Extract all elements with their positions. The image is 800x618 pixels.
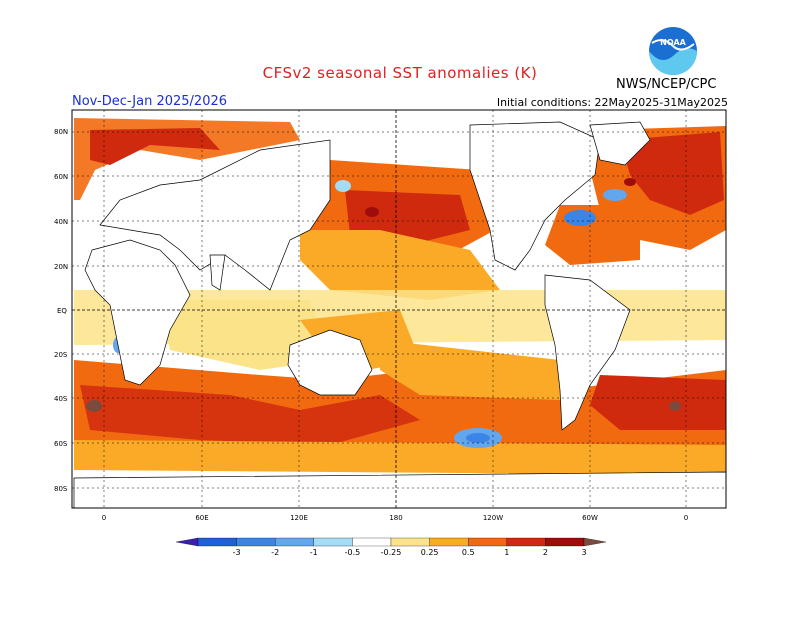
agency-label: NWS/NCEP/CPC (616, 77, 717, 92)
lat-labels: 80N 60N 40N 20N EQ 20S 40S 60S 80S (54, 128, 68, 493)
map-frame (71, 109, 727, 509)
colorbar-label: -2 (271, 548, 279, 557)
colorbar-label: -1 (310, 548, 318, 557)
colorbar-label: -3 (233, 548, 241, 557)
colorbar-label: 0.25 (421, 548, 439, 557)
lat-label: 60S (54, 440, 68, 448)
colorbar-max-arrow (583, 537, 607, 547)
lon-label: 180 (389, 514, 402, 522)
graticule (72, 110, 726, 508)
colorbar-label: 2 (543, 548, 548, 557)
lat-label: 80S (54, 485, 68, 493)
colorbar-swatch (506, 537, 546, 547)
anomaly-field (72, 110, 726, 508)
chart-title: CFSv2 seasonal SST anomalies (K) (262, 64, 538, 82)
lat-label: 40S (54, 395, 68, 403)
colorbar-swatch (275, 537, 314, 547)
colorbar-swatch (236, 537, 276, 547)
colorbar-min-arrow (175, 537, 199, 547)
lat-label: 20S (54, 351, 68, 359)
logo-text: NOAA (660, 38, 686, 47)
lat-label: 20N (54, 263, 68, 271)
colorbar-label: 3 (581, 548, 586, 557)
noaa-logo-icon: NOAA (649, 27, 697, 75)
season-label: Nov-Dec-Jan 2025/2026 (72, 94, 228, 109)
lon-label: 0 (684, 514, 688, 522)
lat-label: EQ (57, 307, 67, 315)
colorbar-label: 1 (504, 548, 509, 557)
colorbar-label: -0.25 (381, 548, 402, 557)
colorbar-swatch (429, 537, 469, 547)
colorbar-label: 0.5 (462, 548, 475, 557)
lat-label: 60N (54, 173, 68, 181)
lat-label: 40N (54, 218, 68, 226)
colorbar-swatch (390, 537, 430, 547)
lon-label: 120E (290, 514, 308, 522)
lon-labels: 0 60E 120E 180 120W 60W 0 (102, 514, 688, 522)
colorbar-swatch (545, 537, 585, 547)
colorbar-swatch (352, 537, 392, 547)
colorbar-label: -0.5 (345, 548, 361, 557)
lon-label: 60W (582, 514, 598, 522)
landmasses (73, 121, 726, 508)
colorbar-swatch (197, 537, 237, 547)
colorbar-swatch (313, 537, 353, 547)
colorbar: -3 -2 -1 -0.5 -0.25 0.25 0.5 1 2 3 (175, 537, 607, 557)
colorbar-swatch (468, 537, 507, 547)
initial-conditions-label: Initial conditions: 22May2025-31May2025 (496, 96, 728, 109)
lon-label: 120W (483, 514, 503, 522)
lon-label: 0 (102, 514, 106, 522)
lat-label: 80N (54, 128, 68, 136)
lon-label: 60E (195, 514, 208, 522)
